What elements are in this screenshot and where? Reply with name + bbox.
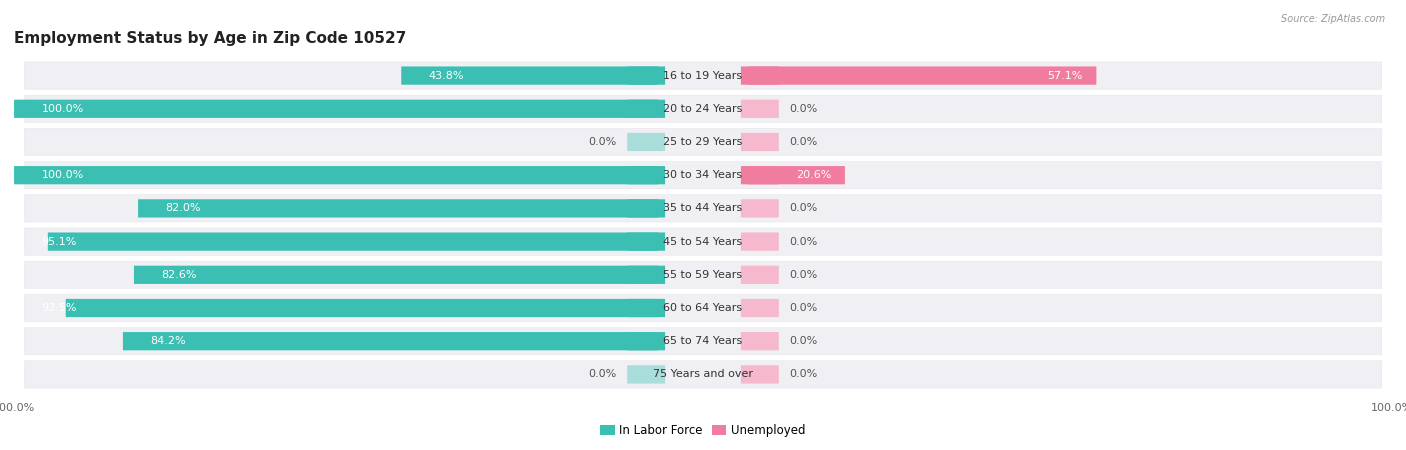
Text: 60 to 64 Years: 60 to 64 Years (664, 303, 742, 313)
Text: 0.0%: 0.0% (789, 369, 817, 379)
Text: 16 to 19 Years: 16 to 19 Years (664, 71, 742, 81)
FancyBboxPatch shape (741, 299, 779, 317)
FancyBboxPatch shape (24, 228, 1382, 255)
FancyBboxPatch shape (134, 266, 658, 284)
Text: 0.0%: 0.0% (789, 203, 817, 213)
FancyBboxPatch shape (24, 294, 1382, 322)
Text: 0.0%: 0.0% (789, 137, 817, 147)
FancyBboxPatch shape (48, 233, 658, 251)
FancyBboxPatch shape (741, 332, 779, 351)
FancyBboxPatch shape (627, 99, 665, 118)
Text: 95.1%: 95.1% (42, 237, 77, 247)
FancyBboxPatch shape (741, 133, 779, 151)
FancyBboxPatch shape (627, 67, 665, 85)
Text: 0.0%: 0.0% (789, 270, 817, 280)
FancyBboxPatch shape (14, 99, 658, 118)
Text: 100.0%: 100.0% (42, 170, 84, 180)
FancyBboxPatch shape (627, 266, 665, 284)
Text: 20.6%: 20.6% (796, 170, 831, 180)
Text: 35 to 44 Years: 35 to 44 Years (664, 203, 742, 213)
FancyBboxPatch shape (627, 332, 665, 351)
Text: 20 to 24 Years: 20 to 24 Years (664, 104, 742, 114)
Legend: In Labor Force, Unemployed: In Labor Force, Unemployed (596, 419, 810, 441)
FancyBboxPatch shape (14, 166, 658, 184)
Text: 92.5%: 92.5% (42, 303, 77, 313)
FancyBboxPatch shape (627, 133, 665, 151)
Text: 0.0%: 0.0% (789, 104, 817, 114)
FancyBboxPatch shape (741, 67, 779, 85)
Text: 82.6%: 82.6% (162, 270, 197, 280)
FancyBboxPatch shape (122, 332, 658, 351)
Text: 0.0%: 0.0% (789, 303, 817, 313)
FancyBboxPatch shape (741, 166, 779, 184)
FancyBboxPatch shape (741, 99, 779, 118)
FancyBboxPatch shape (24, 361, 1382, 388)
FancyBboxPatch shape (741, 365, 779, 383)
Text: 57.1%: 57.1% (1047, 71, 1083, 81)
FancyBboxPatch shape (741, 233, 779, 251)
Text: 100.0%: 100.0% (42, 104, 84, 114)
FancyBboxPatch shape (138, 199, 658, 217)
FancyBboxPatch shape (627, 166, 665, 184)
FancyBboxPatch shape (24, 162, 1382, 189)
FancyBboxPatch shape (24, 128, 1382, 156)
FancyBboxPatch shape (627, 199, 665, 217)
Text: 43.8%: 43.8% (429, 71, 464, 81)
Text: 75 Years and over: 75 Years and over (652, 369, 754, 379)
FancyBboxPatch shape (627, 233, 665, 251)
FancyBboxPatch shape (741, 199, 779, 217)
Text: 0.0%: 0.0% (789, 336, 817, 346)
FancyBboxPatch shape (401, 67, 658, 85)
FancyBboxPatch shape (748, 166, 845, 184)
FancyBboxPatch shape (24, 62, 1382, 89)
FancyBboxPatch shape (24, 328, 1382, 355)
Text: Source: ZipAtlas.com: Source: ZipAtlas.com (1281, 14, 1385, 23)
FancyBboxPatch shape (627, 299, 665, 317)
FancyBboxPatch shape (748, 67, 1097, 85)
Text: 0.0%: 0.0% (589, 137, 617, 147)
FancyBboxPatch shape (24, 95, 1382, 122)
Text: 45 to 54 Years: 45 to 54 Years (664, 237, 742, 247)
Text: 0.0%: 0.0% (789, 237, 817, 247)
Text: Employment Status by Age in Zip Code 10527: Employment Status by Age in Zip Code 105… (14, 31, 406, 46)
Text: 0.0%: 0.0% (589, 369, 617, 379)
FancyBboxPatch shape (24, 195, 1382, 222)
Text: 25 to 29 Years: 25 to 29 Years (664, 137, 742, 147)
Text: 84.2%: 84.2% (150, 336, 186, 346)
Text: 55 to 59 Years: 55 to 59 Years (664, 270, 742, 280)
FancyBboxPatch shape (627, 365, 665, 383)
Text: 82.0%: 82.0% (166, 203, 201, 213)
FancyBboxPatch shape (66, 299, 658, 317)
FancyBboxPatch shape (741, 266, 779, 284)
Text: 65 to 74 Years: 65 to 74 Years (664, 336, 742, 346)
Text: 30 to 34 Years: 30 to 34 Years (664, 170, 742, 180)
FancyBboxPatch shape (24, 261, 1382, 288)
